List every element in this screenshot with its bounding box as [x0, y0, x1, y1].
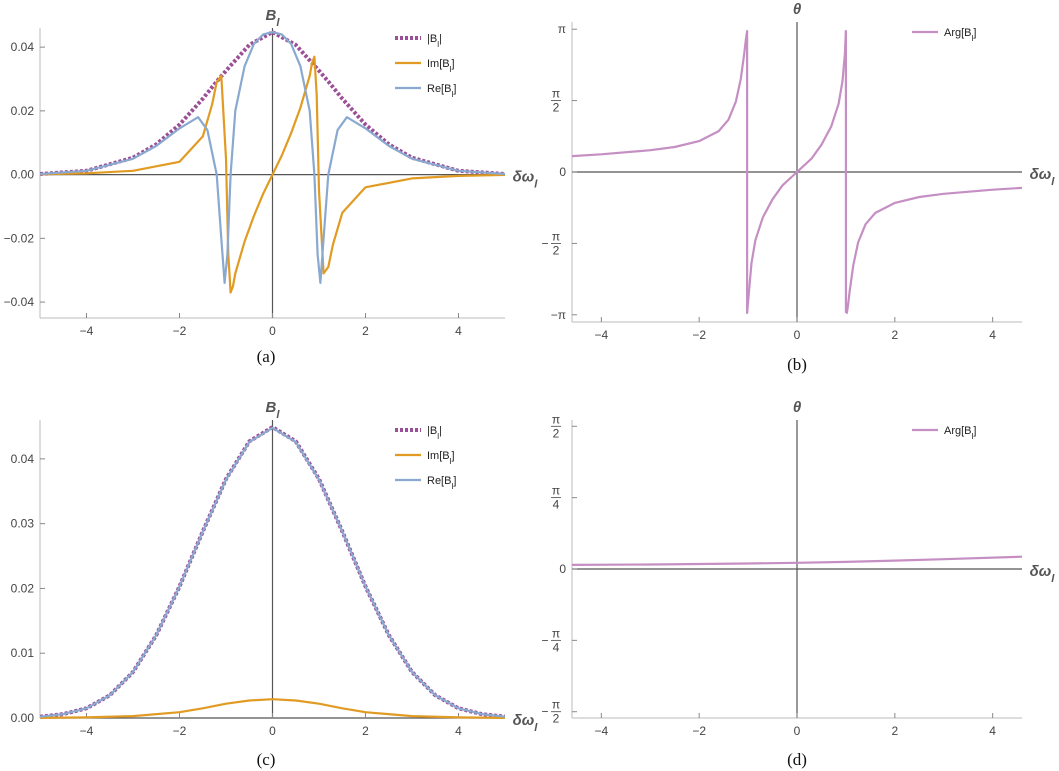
- series-line: [40, 426, 505, 718]
- y-axis-label: Bl: [266, 7, 281, 29]
- y-tick-label: −π: [551, 308, 566, 322]
- x-tick-label: −2: [173, 324, 187, 338]
- y-tick-label: − π4: [541, 626, 561, 654]
- y-tick-label: 0.00: [11, 711, 35, 725]
- legend-label: Re[Bl]: [427, 83, 456, 99]
- y-tick-label: 0: [559, 165, 566, 179]
- x-tick-label: −4: [595, 724, 609, 738]
- series-line: [40, 55, 505, 294]
- x-tick-label: 4: [989, 328, 996, 342]
- series-line: [845, 186, 1022, 314]
- y-axis-label: Bl: [266, 399, 281, 421]
- legend-label: Re[Bl]: [427, 475, 456, 491]
- y-tick-label-den: 2: [553, 101, 560, 115]
- y-axis-label: θ: [793, 399, 802, 416]
- y-tick-label-num: π: [552, 412, 560, 426]
- y-tick-label: 0.02: [11, 581, 35, 595]
- y-tick-label-num: π: [552, 698, 560, 712]
- y-tick-label-den: 2: [553, 243, 560, 257]
- x-tick-label: −2: [692, 724, 706, 738]
- legend-label: Im[Bl]: [427, 58, 455, 74]
- x-tick-label: −2: [692, 328, 706, 342]
- y-tick-label-den: 2: [553, 712, 560, 726]
- legend-label: Arg[Bl]: [944, 425, 976, 441]
- x-tick-label: −4: [80, 324, 94, 338]
- y-tick-label: 0.04: [11, 452, 35, 466]
- y-tick-label: −0.02: [4, 231, 35, 245]
- legend-label: |Bl|: [427, 33, 442, 49]
- x-tick-label: 2: [891, 328, 898, 342]
- x-tick-label: 4: [989, 724, 996, 738]
- x-tick-label: −4: [595, 328, 609, 342]
- x-tick-label: 0: [269, 724, 276, 738]
- panel-caption: (c): [257, 750, 276, 769]
- x-tick-label: 4: [455, 724, 462, 738]
- series-line: [572, 555, 1022, 567]
- y-tick-label: 0.01: [11, 646, 35, 660]
- x-tick-label: 2: [362, 324, 369, 338]
- x-axis-label: δωl: [1030, 166, 1056, 188]
- series-line: [40, 30, 505, 284]
- x-axis-label: δωl: [513, 712, 539, 734]
- y-tick-label-sign: −: [541, 236, 548, 250]
- panel-caption: (b): [787, 355, 807, 374]
- y-tick-label-num: π: [552, 87, 560, 101]
- series-line: [572, 30, 749, 158]
- y-tick-label: 0.03: [11, 517, 35, 531]
- y-tick-label: π4: [551, 484, 561, 512]
- legend-label: |Bl|: [427, 425, 442, 441]
- legend-label: Im[Bl]: [427, 450, 455, 466]
- y-tick-label: −0.04: [4, 295, 35, 309]
- x-axis-label: δωl: [1030, 563, 1056, 585]
- y-tick-label-sign: −: [541, 633, 548, 647]
- y-tick-label: π2: [551, 87, 561, 115]
- x-tick-label: 0: [794, 328, 801, 342]
- panel-a: −4 −2 0 2 4 −0.04 −0.02 0.00 0.02 0.04 δωl Bl |Bl| Im…: [4, 7, 539, 366]
- panel-caption: (d): [787, 750, 807, 769]
- y-tick-label-den: 4: [553, 498, 560, 512]
- y-tick-label: 0.00: [11, 168, 35, 182]
- y-tick-label: 0.04: [11, 40, 35, 54]
- y-tick-label: − π2: [541, 229, 561, 257]
- x-tick-label: −2: [173, 724, 187, 738]
- y-tick-label-num: π: [552, 484, 560, 498]
- legend-label: Arg[Bl]: [944, 27, 976, 43]
- x-tick-label: 4: [455, 324, 462, 338]
- y-tick-label: 0: [559, 562, 566, 576]
- x-tick-label: 2: [362, 724, 369, 738]
- panel-c: −4 −2 0 2 4 0.04 0.03 0.02 0.01 0.00 δωl Bl |Bl| Im[B…: [11, 399, 539, 769]
- series-line: [40, 698, 505, 720]
- y-tick-label: − π2: [541, 698, 561, 726]
- y-tick-label: π2: [551, 412, 561, 440]
- y-tick-label-den: 2: [553, 426, 560, 440]
- x-tick-label: 0: [794, 724, 801, 738]
- y-tick-label: π: [558, 22, 566, 36]
- y-tick-label-num: π: [552, 229, 560, 243]
- y-axis-label: θ: [793, 1, 802, 18]
- x-tick-label: −4: [80, 724, 94, 738]
- series-line: [40, 30, 505, 176]
- y-tick-label: 0.02: [11, 104, 35, 118]
- x-tick-label: 2: [891, 724, 898, 738]
- panel-caption: (a): [257, 347, 276, 366]
- y-tick-label-num: π: [552, 626, 560, 640]
- x-tick-label: 0: [269, 324, 276, 338]
- y-tick-label-den: 4: [553, 640, 560, 654]
- series-line: [745, 30, 848, 314]
- y-tick-label-sign: −: [541, 705, 548, 719]
- x-axis-label: δωl: [513, 169, 539, 191]
